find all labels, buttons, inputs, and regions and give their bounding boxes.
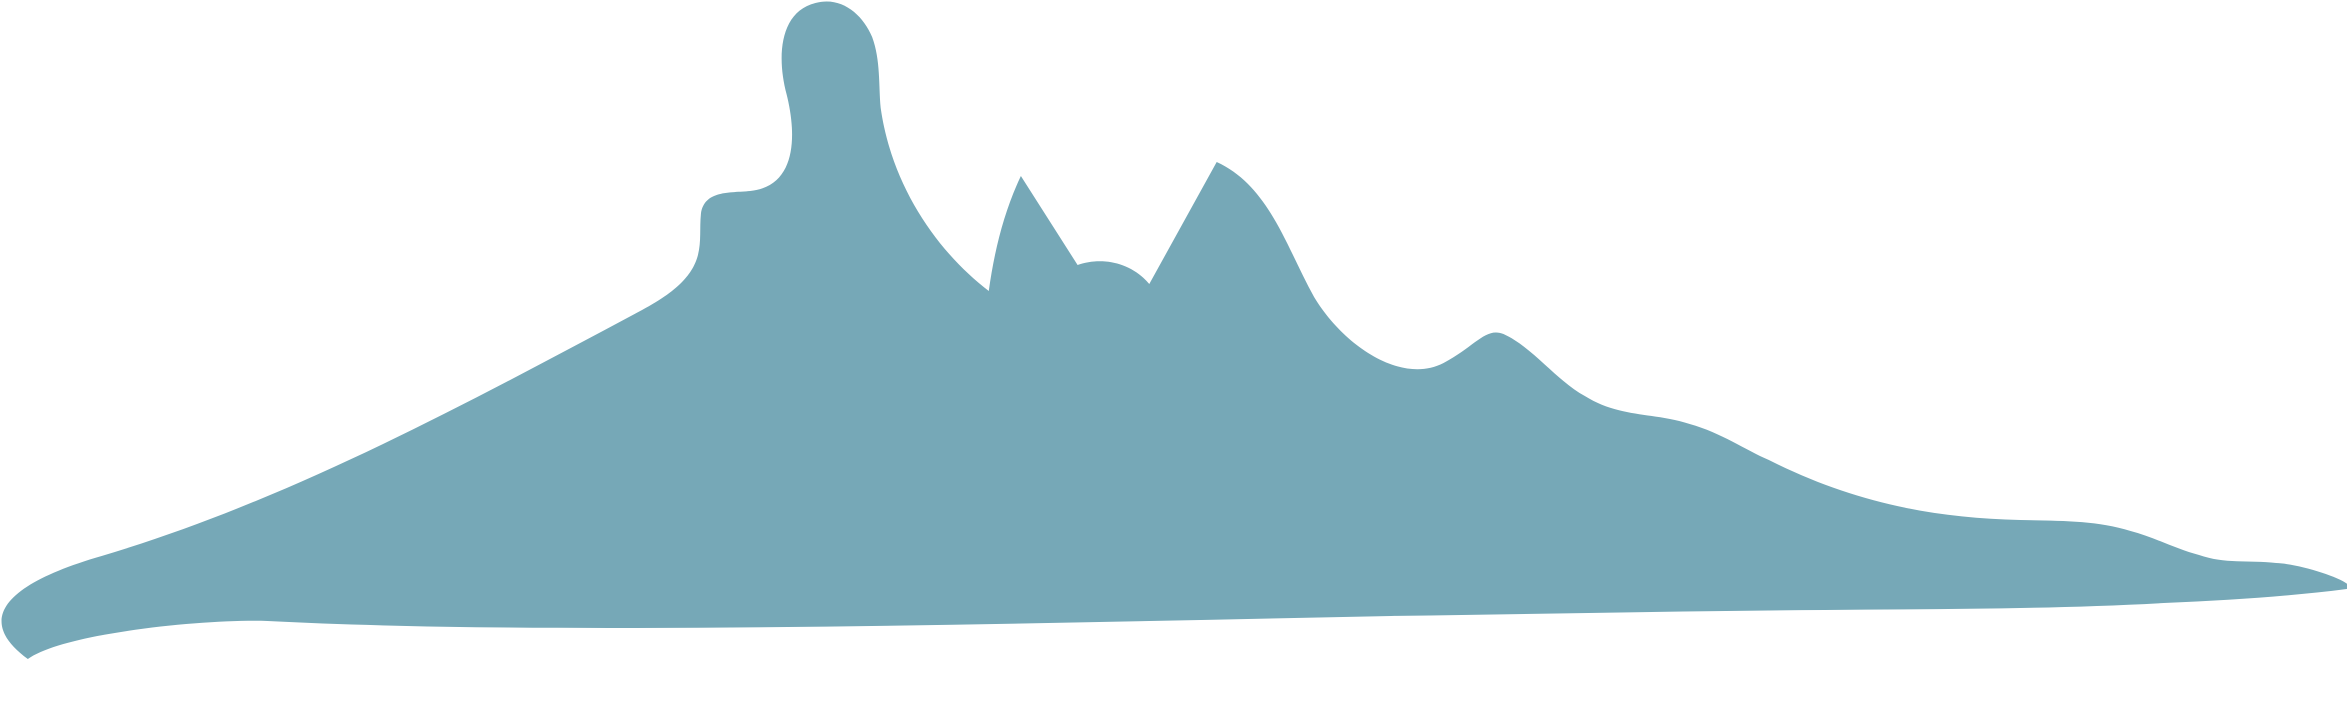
island-silhouette-shape — [1, 1, 2347, 659]
